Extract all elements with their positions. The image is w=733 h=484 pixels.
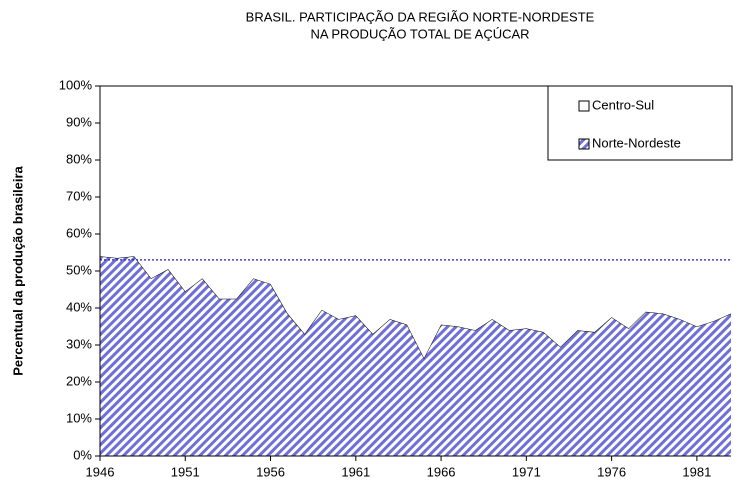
- x-tick-label: 1956: [256, 464, 285, 479]
- legend-swatch: [578, 100, 590, 112]
- x-tick-label: 1976: [597, 464, 626, 479]
- y-tick-label: 60%: [66, 225, 92, 240]
- y-tick-label: 30%: [66, 336, 92, 351]
- y-tick-label: 10%: [66, 410, 92, 425]
- legend-swatch: [578, 138, 590, 150]
- y-axis-label: Percentual da produção brasileira: [10, 165, 25, 375]
- x-tick-label: 1951: [171, 464, 200, 479]
- area: [100, 256, 731, 456]
- x-tick-label: 1971: [512, 464, 541, 479]
- y-tick-label: 50%: [66, 262, 92, 277]
- y-tick-label: 70%: [66, 188, 92, 203]
- legend-label: Norte-Nordeste: [592, 135, 681, 150]
- y-tick-label: 80%: [66, 151, 92, 166]
- chart-title: BRASIL. PARTICIPAÇÃO DA REGIÃO NORTE-NOR…: [246, 9, 595, 24]
- y-tick-label: 90%: [66, 114, 92, 129]
- legend-label: Centro-Sul: [592, 97, 654, 112]
- x-tick-label: 1946: [86, 464, 115, 479]
- x-tick-label: 1966: [427, 464, 456, 479]
- y-tick-label: 40%: [66, 299, 92, 314]
- chart-title: NA PRODUÇÃO TOTAL DE AÇÚCAR: [310, 26, 529, 41]
- x-tick-label: 1961: [341, 464, 370, 479]
- y-tick-label: 20%: [66, 373, 92, 388]
- y-tick-label: 0%: [73, 447, 92, 462]
- y-tick-label: 100%: [59, 77, 93, 92]
- x-tick-label: 1981: [682, 464, 711, 479]
